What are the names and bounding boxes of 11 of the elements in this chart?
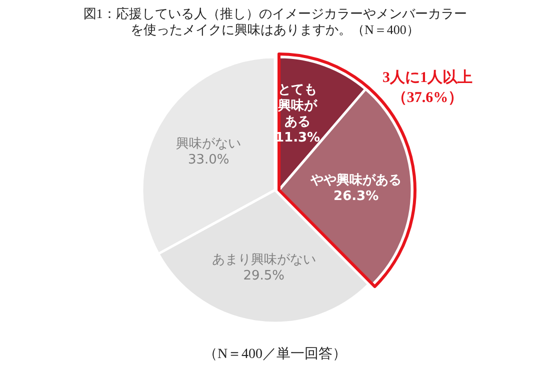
data-label: 33.0%	[188, 152, 230, 168]
data-label: 29.5%	[243, 268, 285, 284]
data-label: 26.3%	[334, 189, 379, 204]
text: 3人に1人以上（37.6%）	[382, 68, 474, 108]
slice-label: やや興味がある	[310, 173, 402, 188]
slice-label: とても興味がある	[277, 82, 318, 130]
slice-label: あまり興味がない	[212, 252, 316, 268]
slice-label: 興味がない	[176, 136, 242, 152]
chart-title: 図1：応援している人（推し）のイメージカラーやメンバーカラーを使ったメイクに興味はありますか。（N＝400）	[82, 6, 468, 38]
text: （N＝400／単一回答）	[202, 346, 348, 363]
data-label: 11.3%	[275, 130, 320, 146]
